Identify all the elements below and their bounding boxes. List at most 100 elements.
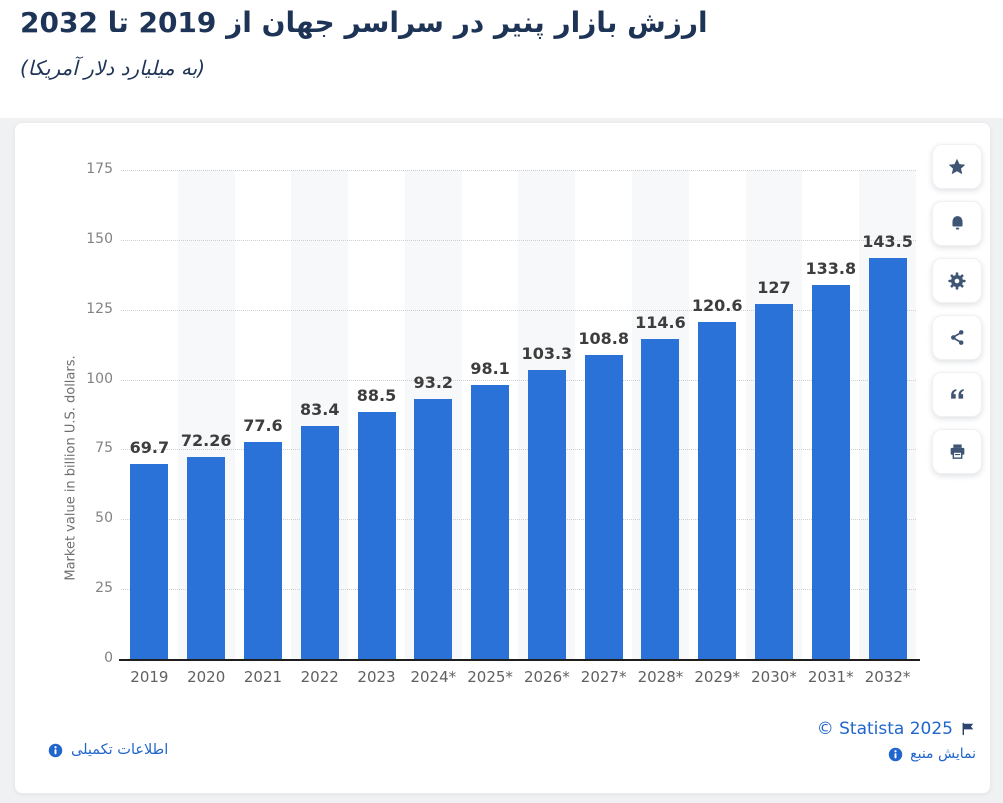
y-tick-175: 175: [86, 161, 113, 177]
y-tick-0: 0: [104, 650, 113, 666]
bar-column-2032*: 143.5 2032*: [859, 170, 916, 686]
x-tick-2025*: 2025*: [467, 668, 513, 686]
flag-icon: [962, 722, 974, 736]
show-source-link[interactable]: نمایش منبع: [817, 746, 976, 762]
bar-2028*[interactable]: [641, 339, 680, 659]
footer-right: © Statista 2025 نمایش منبع: [817, 719, 976, 762]
show-source-text: نمایش منبع: [910, 746, 976, 762]
bar-column-2030*: 127 2030*: [745, 170, 803, 686]
x-tick-2031*: 2031*: [807, 668, 854, 686]
value-label-2027*: 108.8: [578, 329, 629, 348]
additional-info-text: اطلاعات تکمیلی: [71, 742, 169, 758]
quote-icon: [950, 389, 964, 399]
print-button[interactable]: [932, 429, 982, 474]
bell-icon: [951, 216, 963, 230]
x-tick-2019: 2019: [130, 668, 169, 686]
bar-column-2024*: 93.2 2024*: [404, 170, 462, 686]
y-tick-50: 50: [95, 510, 113, 527]
additional-info-link[interactable]: اطلاعات تکمیلی: [48, 742, 168, 758]
value-label-2030*: 127: [757, 278, 791, 297]
x-tick-2030*: 2030*: [751, 668, 797, 686]
value-label-2021: 77.6: [243, 416, 283, 435]
x-tick-2023: 2023: [357, 668, 396, 686]
bar-2027*[interactable]: [584, 355, 623, 659]
x-tick-2029*: 2029*: [694, 668, 741, 686]
bar-2019[interactable]: [130, 464, 169, 659]
page-subtitle: (به میلیارد دلار آمریکا): [20, 55, 206, 80]
value-label-2032*: 143.5: [862, 232, 913, 251]
bar-column-2020: 72.26 2020: [177, 170, 235, 686]
bar-2024*[interactable]: [414, 399, 453, 659]
gridline-125: [121, 309, 916, 311]
bar-column-2021: 77.6 2021: [235, 170, 292, 686]
value-label-2025*: 98.1: [470, 359, 510, 378]
gridline-25: [121, 589, 916, 591]
value-label-2029*: 120.6: [691, 296, 743, 315]
bar-column-2023: 88.5 2023: [348, 170, 405, 686]
chart-header: ارزش بازار پنیر در سراسر جهان از 2019 تا…: [20, 4, 993, 80]
bar-2026*[interactable]: [527, 370, 566, 659]
value-label-2026*: 103.3: [521, 344, 573, 363]
x-tick-2028*: 2028*: [637, 668, 684, 686]
x-tick-2032*: 2032*: [864, 668, 911, 686]
bar-2030*[interactable]: [754, 304, 793, 659]
x-axis-line: [119, 659, 920, 661]
bar-column-2027*: 108.8 2027*: [575, 170, 632, 686]
bar-2020[interactable]: [187, 457, 226, 659]
bar-column-2031*: 133.8 2031*: [802, 170, 859, 686]
x-tick-2026*: 2026*: [524, 668, 570, 686]
value-label-2022: 83.4: [299, 400, 340, 419]
y-tick-100: 100: [86, 370, 113, 387]
gridline-150: [121, 239, 916, 241]
favorite-button[interactable]: [932, 144, 982, 189]
bar-2023[interactable]: [357, 412, 396, 659]
x-tick-2020: 2020: [187, 668, 226, 686]
value-label-2020: 72.26: [180, 431, 232, 450]
bar-2031*[interactable]: [811, 285, 850, 659]
bar-2021[interactable]: [243, 442, 282, 659]
value-label-2028*: 114.6: [635, 313, 686, 332]
printer-icon: [950, 444, 964, 459]
bar-column-2022: 83.4 2022: [291, 170, 349, 686]
bar-column-2025*: 98.1 2025*: [462, 170, 519, 686]
bar-2025*[interactable]: [471, 385, 510, 659]
bar-column-2029*: 120.6 2029*: [689, 170, 746, 686]
bar-column-2019: 69.7 2019: [121, 170, 178, 686]
x-tick-2022: 2022: [300, 668, 339, 686]
bar-column-2026*: 103.3 2026*: [518, 170, 576, 686]
info-icon: [888, 747, 903, 761]
star-icon: [948, 158, 966, 174]
info-icon: [48, 743, 63, 757]
x-tick-2021: 2021: [243, 668, 283, 686]
chart-canvas-background: Market value in billion U.S. dollars. 69…: [0, 118, 1003, 803]
gridline-100: [121, 379, 916, 381]
x-tick-2027*: 2027*: [580, 668, 627, 686]
bar-2029*[interactable]: [698, 322, 737, 659]
bar-2032*[interactable]: [868, 258, 907, 659]
value-label-2023: 88.5: [356, 386, 397, 405]
y-tick-150: 150: [86, 230, 113, 247]
page-title: ارزش بازار پنیر در سراسر جهان از 2019 تا…: [20, 6, 708, 39]
plot-area: 69.7 2019 72.26 2020 77.6 2021 83.4 2022 88.5 202…: [121, 170, 916, 686]
x-tick-2024*: 2024*: [410, 668, 457, 686]
cite-button[interactable]: [932, 372, 982, 417]
chart-card: Market value in billion U.S. dollars. 69…: [14, 122, 991, 794]
share-button[interactable]: [932, 315, 982, 360]
copyright-text: © Statista 2025: [816, 719, 953, 739]
gridline-75: [121, 449, 916, 451]
y-axis-title: Market value in billion U.S. dollars.: [63, 355, 79, 581]
statista-copyright-link[interactable]: © Statista 2025: [817, 719, 976, 739]
value-label-2019: 69.7: [129, 438, 170, 457]
share-icon: [950, 330, 963, 345]
value-label-2024*: 93.2: [413, 373, 454, 392]
y-tick-25: 25: [95, 580, 113, 597]
gridline-175: [121, 170, 916, 171]
gear-icon: [948, 271, 966, 290]
y-tick-75: 75: [95, 440, 113, 457]
gridline-50: [121, 519, 916, 521]
settings-button[interactable]: [932, 258, 982, 303]
bar-2022[interactable]: [300, 426, 339, 659]
y-tick-125: 125: [86, 300, 113, 317]
alert-button[interactable]: [932, 201, 982, 246]
